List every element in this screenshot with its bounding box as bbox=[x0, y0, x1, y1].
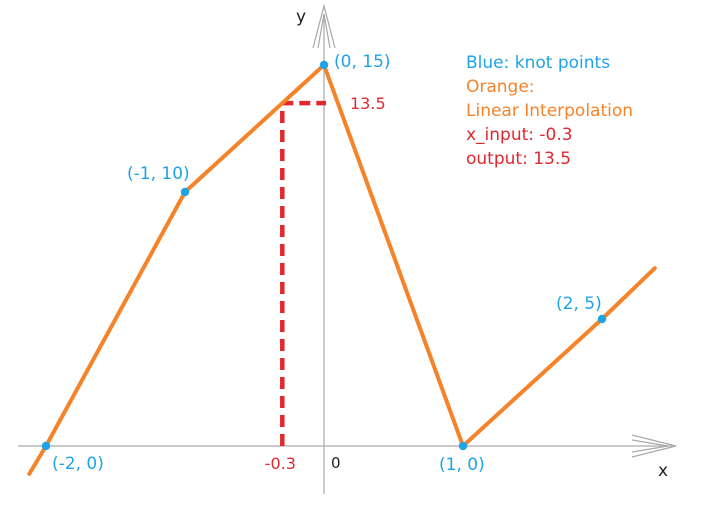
legend-line: Linear Interpolation bbox=[466, 101, 633, 121]
knot-point bbox=[180, 187, 190, 197]
axes: x y 0 bbox=[18, 3, 677, 494]
knot-label: (1, 0) bbox=[439, 455, 485, 475]
knot-point bbox=[319, 60, 329, 70]
knot-label: (-1, 10) bbox=[127, 164, 190, 184]
x-axis-arrowhead bbox=[631, 434, 677, 458]
legend-line: Orange: bbox=[466, 77, 535, 97]
knot-points: (-2, 0) (-1, 10) (0, 15) (1, 0) (2, 5) bbox=[41, 52, 607, 475]
query-x-tick-label: -0.3 bbox=[265, 454, 296, 473]
legend: Blue: knot points Orange: Linear Interpola… bbox=[466, 53, 633, 169]
knot-label: (0, 15) bbox=[334, 52, 391, 72]
query-y-value-label: 13.5 bbox=[350, 94, 386, 113]
x-axis-label: x bbox=[658, 461, 668, 481]
legend-line: output: 13.5 bbox=[466, 149, 571, 169]
knot-label: (2, 5) bbox=[556, 294, 602, 314]
legend-line: Blue: knot points bbox=[466, 53, 610, 73]
query-guides: -0.3 13.5 bbox=[265, 94, 386, 473]
knot-point bbox=[41, 441, 51, 451]
knot-label: (-2, 0) bbox=[52, 454, 104, 474]
origin-label: 0 bbox=[331, 454, 341, 472]
y-axis-arrowhead bbox=[312, 3, 336, 49]
knot-point bbox=[597, 314, 607, 324]
y-axis-label: y bbox=[296, 7, 306, 27]
legend-line: x_input: -0.3 bbox=[466, 125, 573, 145]
knot-point bbox=[458, 441, 468, 451]
